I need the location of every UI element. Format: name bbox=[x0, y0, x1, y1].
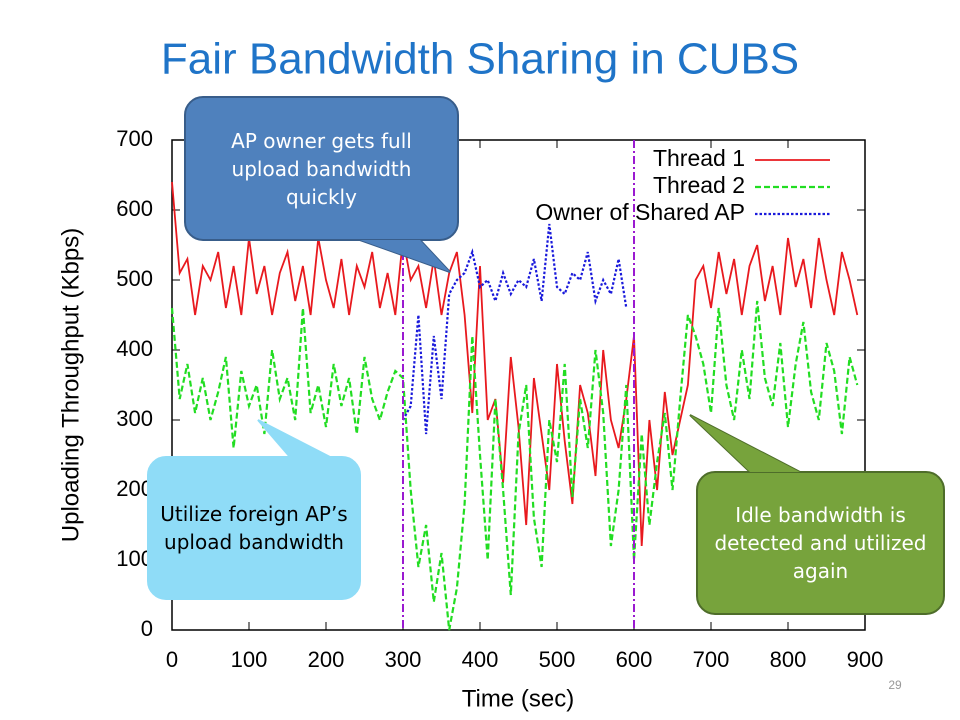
x-tick-label: 800 bbox=[770, 647, 807, 672]
legend-label: Thread 2 bbox=[653, 172, 745, 198]
x-tick-label: 300 bbox=[385, 647, 422, 672]
callout-text: Idle bandwidth is detected and utilized … bbox=[714, 503, 927, 583]
x-tick-label: 100 bbox=[231, 647, 268, 672]
series-line bbox=[171, 181, 859, 547]
x-tick-label: 400 bbox=[462, 647, 499, 672]
callout-text: Utilize foreign AP’s upload bandwidth bbox=[160, 502, 348, 554]
x-tick-label: 200 bbox=[308, 647, 345, 672]
callout-box bbox=[147, 456, 361, 600]
x-tick-label: 0 bbox=[166, 647, 178, 672]
y-tick-label: 200 bbox=[116, 476, 153, 501]
y-axis-label: Uploading Throughput (Kbps) bbox=[57, 228, 84, 542]
callout-text: AP owner gets full upload bandwidth quic… bbox=[231, 128, 412, 209]
y-tick-label: 500 bbox=[116, 266, 153, 291]
callout-box bbox=[696, 471, 945, 615]
y-tick-label: 700 bbox=[116, 126, 153, 151]
x-tick-label: 500 bbox=[539, 647, 576, 672]
legend-label: Owner of Shared AP bbox=[535, 199, 745, 225]
plot-frame bbox=[171, 139, 866, 631]
y-tick-label: 400 bbox=[116, 336, 153, 361]
page-number: 29 bbox=[888, 678, 902, 692]
callout-tail-fill bbox=[690, 415, 800, 472]
callout-tail-fill bbox=[258, 420, 330, 457]
x-tick-label: 700 bbox=[693, 647, 730, 672]
slide-title: Fair Bandwidth Sharing in CUBS bbox=[161, 35, 799, 84]
series-line bbox=[402, 223, 628, 435]
y-tick-label: 600 bbox=[116, 196, 153, 221]
legend-label: Thread 1 bbox=[653, 145, 745, 171]
x-tick-label: 600 bbox=[616, 647, 653, 672]
callout-tail-fill bbox=[360, 240, 450, 272]
y-tick-label: 300 bbox=[116, 406, 153, 431]
series-line bbox=[170, 300, 859, 631]
y-tick-label: 0 bbox=[141, 616, 153, 641]
x-tick-label: 900 bbox=[847, 647, 884, 672]
y-tick-label: 100 bbox=[116, 546, 153, 571]
x-axis-label: Time (sec) bbox=[462, 685, 574, 712]
callout-box bbox=[184, 96, 459, 241]
